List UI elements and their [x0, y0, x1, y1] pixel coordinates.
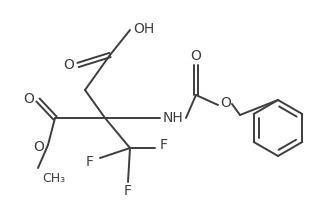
Text: F: F: [160, 138, 168, 152]
Text: NH: NH: [163, 111, 183, 125]
Text: CH₃: CH₃: [42, 171, 65, 184]
Text: O: O: [24, 92, 34, 106]
Text: O: O: [34, 140, 44, 154]
Text: F: F: [124, 184, 132, 198]
Text: F: F: [86, 155, 94, 169]
Text: OH: OH: [133, 22, 155, 36]
Text: O: O: [191, 49, 201, 63]
Text: O: O: [63, 58, 75, 72]
Text: O: O: [221, 96, 232, 110]
